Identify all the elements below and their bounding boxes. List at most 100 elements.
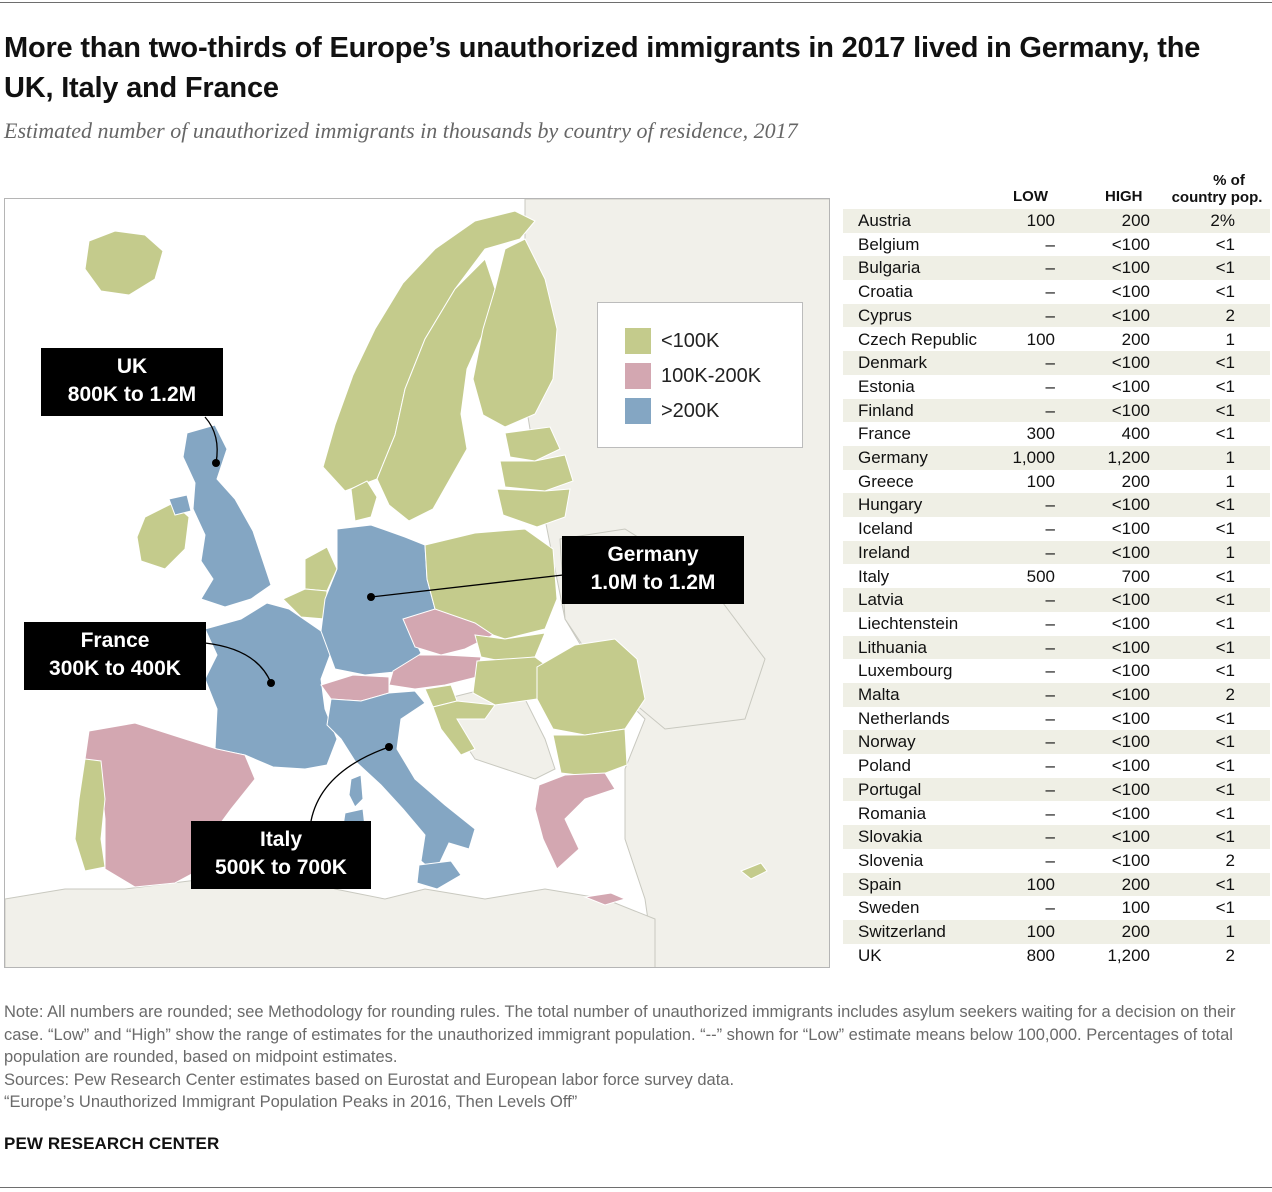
high-value: 200	[1121, 874, 1150, 894]
legend-swatch-high	[625, 398, 651, 424]
table-row: Liechtenstein – <100 <1	[843, 612, 1270, 636]
country-bulgaria	[552, 728, 628, 778]
high-value: 700	[1121, 566, 1150, 586]
country-name: Greece	[858, 471, 914, 491]
pct-value: <1	[1215, 519, 1235, 539]
table-row: Switzerland 100 200 1	[843, 920, 1270, 944]
table-row: Estonia – <100 <1	[843, 375, 1270, 399]
low-value: –	[1045, 305, 1055, 325]
pct-value: <1	[1215, 400, 1235, 420]
chart-subtitle: Estimated number of unauthorized immigra…	[4, 118, 798, 143]
header-low: LOW	[1013, 188, 1048, 205]
country-greece	[534, 772, 616, 870]
high-value: <100	[1111, 590, 1150, 610]
table-row: Finland – <100 <1	[843, 398, 1270, 423]
high-value: <100	[1111, 305, 1150, 325]
country-name: Iceland	[858, 519, 913, 539]
dot-germany	[367, 593, 375, 601]
table-row: Slovenia – <100 2	[843, 849, 1270, 873]
country-name: France	[858, 424, 911, 444]
country-name: Luxembourg	[858, 661, 953, 681]
country-name: Slovenia	[858, 850, 924, 870]
pct-value: <1	[1215, 566, 1235, 586]
legend-item-high: >200K	[625, 398, 719, 424]
low-value: –	[1045, 803, 1055, 823]
pct-value: 2%	[1210, 211, 1235, 230]
low-value: –	[1045, 282, 1055, 302]
pct-value: <1	[1215, 282, 1235, 302]
low-value: –	[1045, 613, 1055, 633]
country-name: Belgium	[858, 234, 920, 254]
header-pct: % of country pop.	[1172, 172, 1270, 206]
low-value: 100	[1026, 471, 1055, 491]
country-germany	[320, 524, 436, 676]
brand-logo-text: PEW RESEARCH CENTER	[4, 1134, 220, 1153]
table-row: Ireland – <100 1	[843, 540, 1270, 565]
pct-value: <1	[1215, 258, 1235, 278]
high-value: <100	[1111, 400, 1150, 420]
header-high: HIGH	[1105, 188, 1143, 205]
country-name: Latvia	[858, 590, 904, 610]
low-value: –	[1045, 234, 1055, 254]
pct-value: <1	[1215, 424, 1235, 444]
low-value: –	[1045, 258, 1055, 278]
footnotes: Note: All numbers are rounded; see Metho…	[4, 1001, 1268, 1114]
report-title: “Europe’s Unauthorized Immigrant Populat…	[4, 1093, 578, 1111]
dot-france	[267, 679, 275, 687]
callout-italy-name: Italy	[259, 828, 303, 851]
top-rule	[0, 2, 1272, 3]
table-row: Sweden – 100 <1	[843, 896, 1270, 920]
low-value: –	[1045, 637, 1055, 657]
low-value: –	[1045, 400, 1055, 420]
high-value: <100	[1111, 258, 1150, 278]
legend-label-low: <100K	[661, 329, 720, 352]
country-name: Sweden	[858, 898, 920, 918]
callout-germany-range: 1.0M to 1.2M	[590, 571, 716, 594]
table-row: Bulgaria – <100 <1	[843, 256, 1270, 281]
high-value: <100	[1111, 282, 1150, 302]
pct-value: 1	[1225, 471, 1235, 491]
dot-italy	[385, 743, 393, 751]
table-row: France 300 400 <1	[843, 422, 1270, 446]
header-pct-line1: % of	[1213, 172, 1245, 189]
high-value: 200	[1121, 211, 1150, 230]
country-name: Romania	[858, 803, 927, 823]
country-uk	[182, 424, 272, 608]
country-name: Liechtenstein	[858, 613, 959, 633]
table-row: Romania – <100 <1	[843, 802, 1270, 826]
legend-swatch-mid	[625, 363, 651, 389]
pct-value: <1	[1215, 637, 1235, 657]
high-value: <100	[1111, 803, 1150, 823]
pct-value: <1	[1215, 827, 1235, 847]
callout-italy: Italy 500K to 700K	[191, 821, 371, 889]
header-pct-line2: country pop.	[1171, 189, 1263, 206]
high-value: <100	[1111, 376, 1150, 396]
country-finland	[472, 238, 558, 428]
country-name: Bulgaria	[858, 258, 921, 278]
country-name: Austria	[858, 211, 911, 230]
pct-value: <1	[1215, 353, 1235, 373]
country-name: Portugal	[858, 779, 922, 799]
high-value: 200	[1121, 471, 1150, 491]
table-row: Italy 500 700 <1	[843, 565, 1270, 589]
high-value: <100	[1111, 542, 1150, 562]
country-name: Czech Republic	[858, 329, 978, 349]
country-name: Ireland	[858, 542, 910, 562]
low-value: –	[1045, 850, 1055, 870]
callout-uk-range: 800K to 1.2M	[67, 383, 197, 406]
pct-value: <1	[1215, 613, 1235, 633]
table-row: Spain 100 200 <1	[843, 872, 1270, 897]
country-portugal	[74, 758, 106, 872]
low-value: –	[1045, 827, 1055, 847]
map-legend: <100K 100K-200K >200K	[597, 302, 803, 448]
legend-label-high: >200K	[661, 399, 720, 422]
country-sweden	[376, 258, 496, 522]
pct-value: 2	[1225, 945, 1235, 965]
high-value: <100	[1111, 637, 1150, 657]
low-value: 500	[1026, 566, 1055, 586]
pct-value: <1	[1215, 732, 1235, 752]
high-value: <100	[1111, 685, 1150, 704]
table-row: Norway – <100 <1	[843, 730, 1270, 755]
country-name: Estonia	[858, 376, 915, 396]
country-netherlands	[304, 546, 338, 592]
